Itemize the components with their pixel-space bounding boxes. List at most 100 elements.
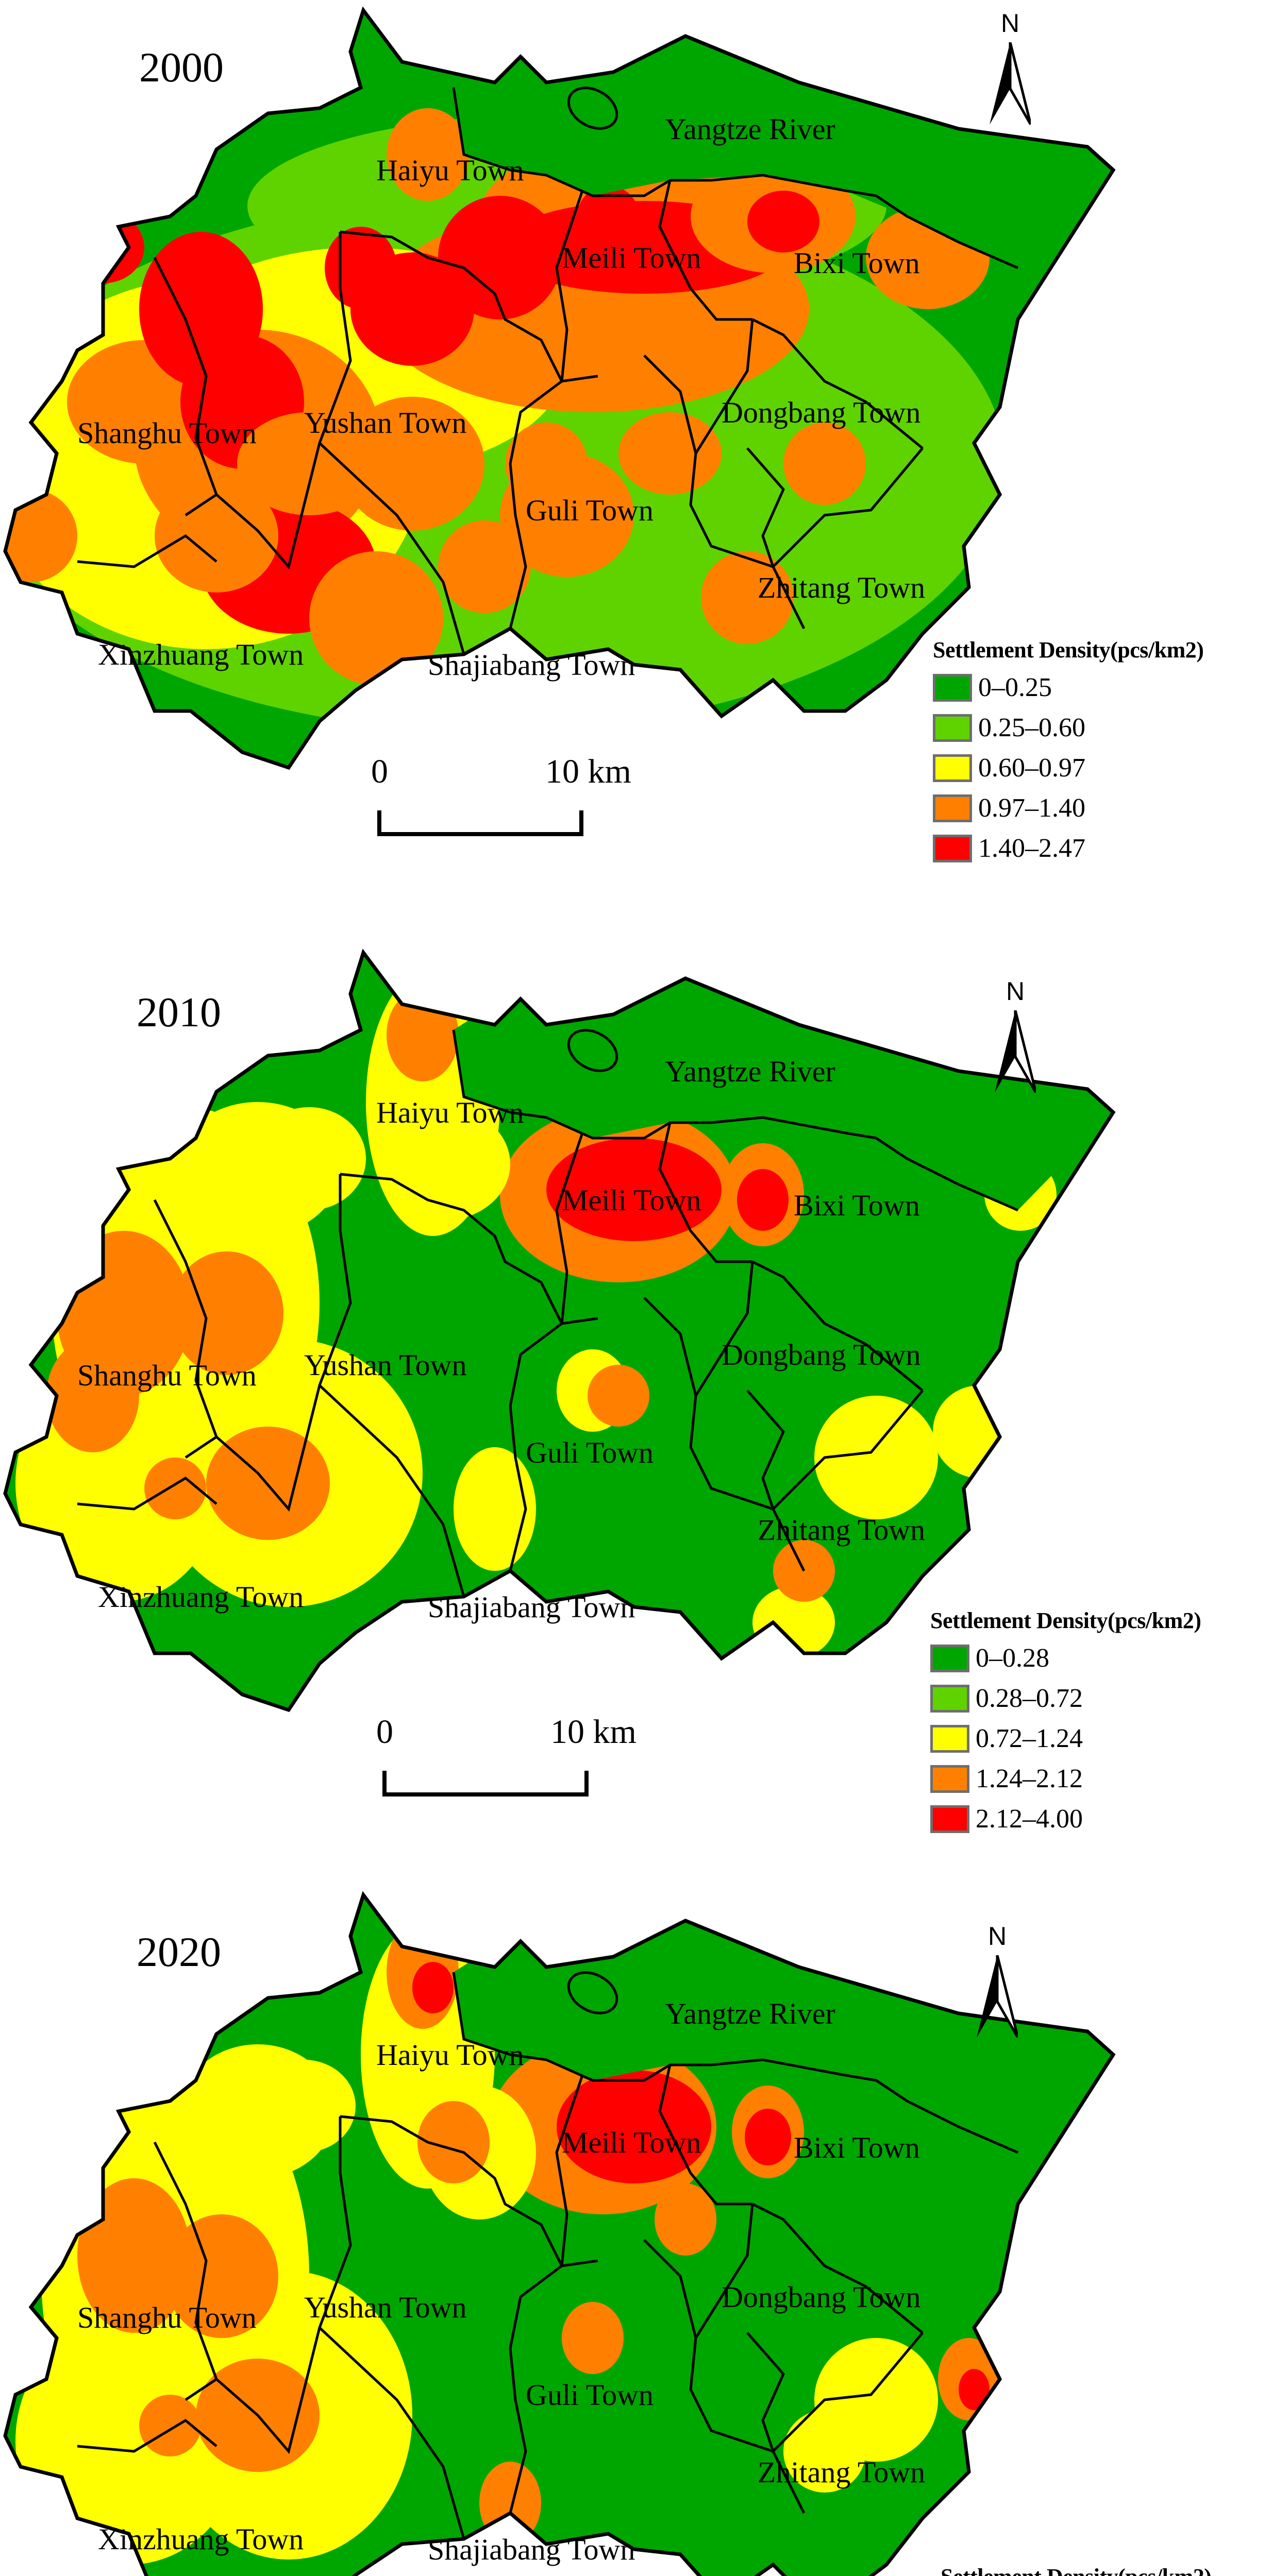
legend-range-label: 0–0.28	[976, 1643, 1049, 1673]
town-label-shanghu: Shanghu Town	[77, 416, 257, 450]
legend-item: 1.24–2.12	[930, 1764, 1273, 1794]
year-label: 2020	[137, 1928, 221, 1975]
scale-start-label: 0	[376, 1713, 393, 1751]
legend-swatch	[933, 754, 972, 782]
town-label-yushan: Yushan Town	[304, 1348, 467, 1382]
town-label-haiyu: Haiyu Town	[376, 2038, 524, 2072]
legend-swatch	[930, 1685, 969, 1713]
town-label-zhitang: Zhitang Town	[758, 1513, 925, 1547]
density-map: Yangtze River Haiyu Town Meili Town Bixi To…	[3, 6, 1116, 770]
town-label-dongbang: Dongbang Town	[722, 2280, 920, 2314]
north-letter: N	[1006, 977, 1025, 1006]
legend-title: Settlement Density(pcs/km2)	[941, 2566, 1273, 2576]
district-outline	[3, 948, 1116, 1713]
density-raster	[5, 1895, 1113, 2576]
legend-item: 0–0.25	[933, 673, 1273, 703]
legend-range-label: 1.40–2.47	[978, 834, 1085, 863]
legend-swatch	[933, 674, 972, 702]
legend-swatch	[930, 1805, 969, 1833]
density-map: Yangtze River Haiyu Town Meili Town Bixi To…	[3, 1891, 1116, 2576]
town-label-guli: Guli Town	[526, 2378, 654, 2412]
year-label: 2000	[139, 44, 224, 91]
river-island-outline	[567, 1971, 618, 2014]
legend-range-label: 0.72–1.24	[976, 1724, 1083, 1753]
town-labels: Yangtze River Haiyu Town Meili Town Bixi To…	[77, 112, 925, 682]
town-label-shanghu: Shanghu Town	[77, 1359, 257, 1392]
north-arrow-icon	[977, 1955, 1018, 2038]
north-letter: N	[987, 1922, 1007, 1951]
town-label-xinzhuang: Xinzhuang Town	[98, 1580, 304, 1614]
legend: Settlement Density(pcs/km2) 0–0.300.30–0…	[941, 2566, 1273, 2576]
town-label-xinzhuang: Xinzhuang Town	[98, 2522, 304, 2556]
north-arrow: N	[974, 978, 1057, 1097]
scale-end-label: 10 km	[550, 1713, 636, 1751]
legend-swatch	[933, 794, 972, 822]
town-boundaries	[77, 1971, 1018, 2539]
town-label-yangtze: Yangtze River	[665, 1997, 835, 2030]
town-label-zhitang: Zhitang Town	[758, 2455, 925, 2489]
town-label-bixi: Bixi Town	[794, 1189, 920, 1222]
scale-end-label: 10 km	[545, 753, 631, 790]
district-outline	[3, 6, 1116, 770]
town-label-yangtze: Yangtze River	[665, 112, 835, 146]
town-label-yangtze: Yangtze River	[665, 1055, 835, 1088]
legend-range-label: 0.97–1.40	[978, 793, 1085, 823]
legend-swatch	[930, 1645, 969, 1672]
legend-item: 2.12–4.00	[930, 1804, 1273, 1834]
river-island-outline	[567, 1029, 618, 1072]
town-labels: Yangtze River Haiyu Town Meili Town Bixi To…	[77, 1055, 925, 1624]
legend-item: 0.60–0.97	[933, 753, 1273, 783]
town-label-haiyu: Haiyu Town	[376, 1096, 524, 1129]
legend: Settlement Density(pcs/km2) 0–0.25 0.25–0…	[933, 639, 1273, 874]
density-raster	[5, 10, 1113, 768]
legend-range-label: 0.28–0.72	[976, 1684, 1083, 1713]
legend-item: 1.40–2.47	[933, 834, 1273, 863]
map-panel-2020: Yangtze River Haiyu Town Meili Town Bixi To…	[0, 1885, 1273, 2576]
legend-item: 0.28–0.72	[930, 1684, 1273, 1714]
year-label: 2010	[137, 989, 221, 1036]
scale-bar-line	[377, 810, 583, 836]
legend-swatch	[933, 714, 972, 742]
river-island-outline	[567, 87, 618, 130]
north-arrow: N	[969, 10, 1051, 129]
town-label-meili: Meili Town	[562, 1183, 701, 1217]
map-panel-2000: Yangtze River Haiyu Town Meili Town Bixi To…	[0, 0, 1273, 942]
town-label-meili: Meili Town	[562, 241, 701, 275]
legend-swatch	[930, 1765, 969, 1793]
town-label-dongbang: Dongbang Town	[722, 1338, 920, 1371]
map-panel-2010: Yangtze River Haiyu Town Meili Town Bixi To…	[0, 942, 1273, 1885]
legend-range-label: 0.60–0.97	[978, 753, 1085, 783]
town-boundaries	[77, 1029, 1018, 1597]
town-label-guli: Guli Town	[526, 494, 654, 527]
north-letter: N	[1000, 9, 1020, 38]
legend-item: 0.25–0.60	[933, 713, 1273, 743]
legend-item: 0.97–1.40	[933, 793, 1273, 823]
legend-range-label: 2.12–4.00	[976, 1804, 1083, 1834]
town-label-shanghu: Shanghu Town	[77, 2301, 257, 2334]
legend-item: 0.72–1.24	[930, 1724, 1273, 1754]
district-outline	[3, 1891, 1116, 2576]
legend-item: 0–0.28	[930, 1643, 1273, 1673]
legend-range-label: 0.25–0.60	[978, 713, 1085, 742]
town-labels: Yangtze River Haiyu Town Meili Town Bixi To…	[77, 1997, 925, 2566]
town-label-yushan: Yushan Town	[304, 406, 467, 439]
scale-bar: 0 10 km	[376, 1715, 706, 1818]
legend-title: Settlement Density(pcs/km2)	[933, 637, 1204, 663]
legend-range-label: 0–0.25	[978, 673, 1052, 702]
north-arrow-icon	[990, 42, 1031, 125]
legend-swatch	[933, 835, 972, 862]
town-label-guli: Guli Town	[526, 1436, 654, 1469]
town-label-bixi: Bixi Town	[794, 246, 920, 280]
north-arrow: N	[956, 1923, 1038, 2042]
town-label-haiyu: Haiyu Town	[376, 154, 524, 187]
town-label-yushan: Yushan Town	[304, 2291, 467, 2324]
town-label-shajiabang: Shajiabang Town	[428, 648, 635, 682]
town-label-shajiabang: Shajiabang Town	[428, 1590, 635, 1624]
town-boundaries	[77, 87, 1018, 655]
town-label-meili: Meili Town	[562, 2126, 701, 2159]
legend-swatch	[930, 1725, 969, 1753]
town-label-dongbang: Dongbang Town	[722, 396, 920, 429]
scale-bar: 0 10 km	[371, 755, 701, 858]
legend: Settlement Density(pcs/km2) 0–0.28 0.28–0…	[930, 1609, 1273, 1844]
scale-bar-line	[382, 1771, 589, 1797]
